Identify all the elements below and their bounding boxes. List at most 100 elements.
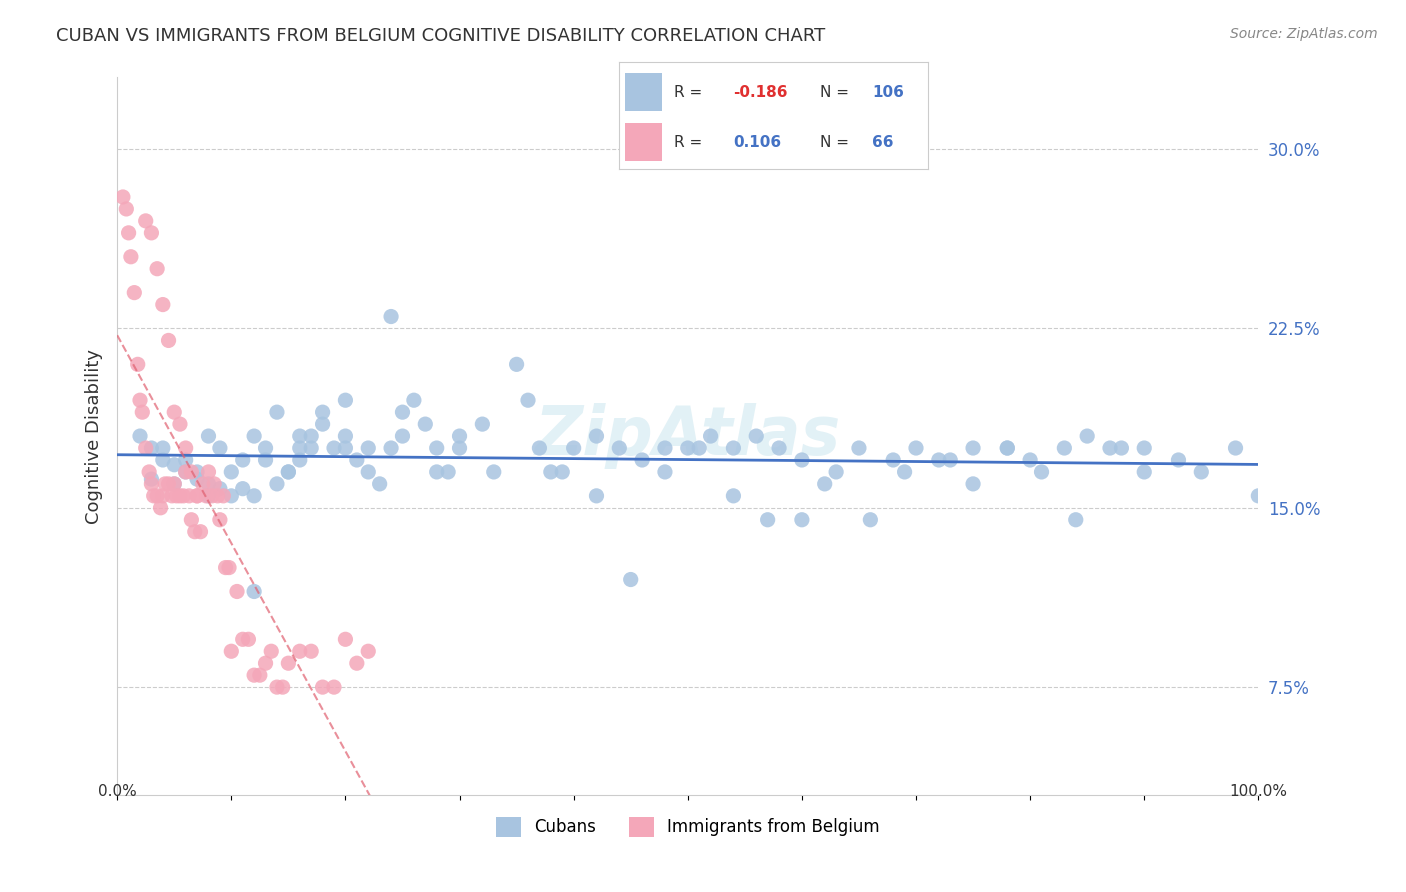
Point (585, 489, 607, 503)
Point (1031, 465, 1053, 479)
Point (825, 465, 848, 479)
Point (449, 441, 471, 455)
Point (607, 441, 630, 455)
Point (208, 482, 231, 496)
Point (335, 441, 357, 455)
Point (391, 429, 413, 443)
Point (172, 489, 194, 503)
Text: R =: R = (675, 136, 707, 150)
Point (654, 441, 676, 455)
Point (129, 393, 152, 408)
Point (221, 465, 243, 479)
Point (232, 453, 254, 467)
Point (1167, 453, 1189, 467)
Point (311, 405, 333, 419)
Point (163, 476, 186, 491)
Point (357, 465, 380, 479)
Point (1111, 441, 1133, 455)
Point (169, 489, 191, 503)
Y-axis label: Cognitive Disability: Cognitive Disability (86, 349, 103, 524)
Point (218, 560, 240, 574)
Text: 0.0%: 0.0% (98, 784, 136, 799)
Point (201, 489, 224, 503)
Point (254, 657, 277, 671)
Point (135, 441, 157, 455)
Point (1076, 429, 1098, 443)
Point (153, 476, 176, 491)
Point (368, 476, 391, 491)
Text: -0.186: -0.186 (733, 85, 787, 100)
Point (197, 476, 219, 491)
Point (174, 441, 197, 455)
Point (928, 453, 950, 467)
Point (127, 357, 149, 371)
Point (191, 476, 214, 491)
Point (859, 513, 882, 527)
Point (288, 644, 311, 658)
Point (271, 680, 294, 694)
Point (190, 524, 212, 539)
Point (157, 334, 180, 348)
Point (380, 441, 402, 455)
Point (1133, 465, 1156, 479)
Point (232, 482, 254, 496)
Point (195, 489, 218, 503)
Point (226, 584, 249, 599)
Point (723, 441, 745, 455)
Point (141, 476, 163, 491)
Point (745, 429, 768, 443)
Point (163, 405, 186, 419)
Point (517, 393, 540, 408)
Point (437, 465, 460, 479)
Point (146, 489, 169, 503)
Point (197, 465, 219, 479)
Point (180, 513, 202, 527)
Text: CUBAN VS IMMIGRANTS FROM BELGIUM COGNITIVE DISABILITY CORRELATION CHART: CUBAN VS IMMIGRANTS FROM BELGIUM COGNITI… (56, 27, 825, 45)
Point (756, 513, 779, 527)
Point (1225, 441, 1247, 455)
Point (335, 632, 357, 647)
Point (620, 573, 643, 587)
Point (149, 500, 172, 515)
Point (163, 458, 186, 472)
Point (413, 417, 436, 431)
Point (288, 429, 311, 443)
Point (768, 441, 790, 455)
Point (688, 441, 710, 455)
Point (266, 680, 288, 694)
Point (391, 405, 413, 419)
Point (131, 405, 153, 419)
Point (254, 441, 277, 455)
Point (174, 453, 197, 467)
Point (243, 489, 266, 503)
Point (529, 441, 551, 455)
Point (1133, 441, 1156, 455)
Point (243, 668, 266, 682)
Point (995, 441, 1018, 455)
Point (138, 465, 160, 479)
Point (207, 489, 229, 503)
Point (904, 441, 927, 455)
Point (111, 190, 134, 204)
Point (221, 489, 243, 503)
Point (323, 680, 346, 694)
Point (214, 560, 236, 574)
Point (174, 465, 197, 479)
Point (221, 644, 243, 658)
Point (180, 465, 202, 479)
Point (814, 476, 837, 491)
Text: ZipAtlas: ZipAtlas (534, 403, 841, 469)
Point (346, 657, 368, 671)
Point (505, 357, 527, 371)
Text: Source: ZipAtlas.com: Source: ZipAtlas.com (1230, 27, 1378, 41)
Point (311, 680, 333, 694)
Point (277, 465, 299, 479)
FancyBboxPatch shape (624, 73, 662, 111)
Point (311, 417, 333, 431)
Point (346, 453, 368, 467)
Point (243, 429, 266, 443)
Point (184, 524, 207, 539)
Point (402, 393, 425, 408)
FancyBboxPatch shape (624, 123, 662, 161)
Point (202, 476, 225, 491)
